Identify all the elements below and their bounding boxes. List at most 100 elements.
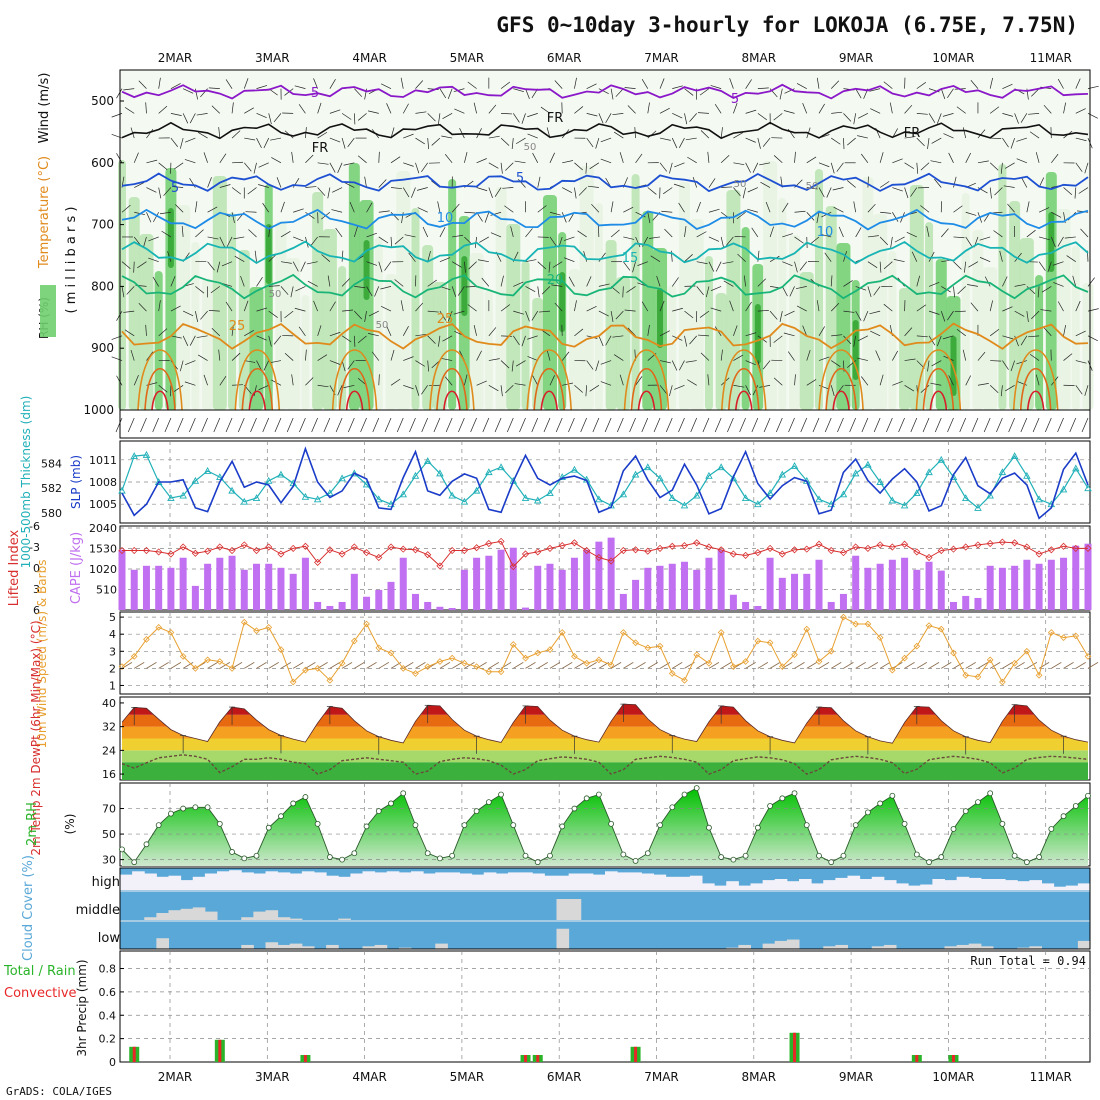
upper-wind-barb (832, 187, 844, 191)
upper-wind-barb (1016, 137, 1027, 142)
rh-point (730, 856, 737, 863)
wind10m-barb (146, 662, 157, 669)
upper-wind-barb (990, 360, 1002, 362)
wind10m-point (363, 620, 370, 628)
lifted-index-point (411, 546, 420, 554)
upper-wind-barb (327, 275, 331, 287)
upper-wind-barb (441, 135, 453, 139)
upper-wind-barb (623, 206, 634, 213)
wind10m-barb (879, 662, 891, 669)
cape-bar (632, 579, 640, 610)
upper-wind-barb (687, 379, 697, 386)
upper-wind-barb (488, 187, 493, 198)
cloud-high-clear (1065, 885, 1079, 890)
upper-wind-barb (427, 335, 436, 344)
upper-wind-barb (947, 310, 954, 321)
cloud-high-clear (204, 873, 218, 890)
pressure-tick-label: 600 (91, 156, 114, 170)
upper-wind-barb (126, 286, 135, 295)
isotherm-35-loop (735, 390, 753, 411)
cape-bar (729, 594, 737, 610)
upper-wind-barb (1029, 131, 1040, 139)
wind10m-barb (904, 662, 915, 669)
upper-wind-barb (481, 277, 490, 287)
upper-wind-barb (1026, 311, 1029, 323)
cape-bar (742, 601, 750, 610)
upper-wind-barb (290, 286, 294, 298)
upper-wind-barb (723, 280, 734, 287)
contour-label: 5 (171, 181, 179, 196)
rh-point (950, 826, 957, 832)
upper-wind-barb (421, 162, 428, 173)
thickness-point (436, 469, 444, 477)
upper-wind-barb (402, 326, 409, 337)
upper-wind-barb (1038, 236, 1050, 241)
upper-wind-barb (1002, 113, 1014, 117)
rh-point (1085, 792, 1091, 799)
upper-wind-barb (699, 310, 710, 318)
li-tick-label: 3 (33, 583, 40, 596)
upper-wind-barb (586, 305, 597, 312)
wind10m-barb (268, 662, 279, 669)
thickness-point (252, 494, 261, 501)
upper-wind-barb (587, 185, 599, 188)
upper-wind-barb (953, 286, 955, 298)
upper-wind-barb (1057, 236, 1064, 247)
upper-wind-barb (476, 380, 487, 386)
upper-wind-barb (488, 135, 500, 139)
x-tick-label-bottom: 4MAR (352, 1070, 387, 1084)
cape-bar (778, 577, 786, 610)
upper-wind-barb (468, 261, 477, 270)
cloud-low-bar (823, 946, 836, 949)
upper-wind-barb (833, 206, 844, 213)
cloud-middle-bar (156, 913, 169, 920)
upper-wind-barb (124, 329, 135, 337)
wind10m-point (1047, 629, 1055, 636)
upper-wind-barb (525, 286, 536, 293)
upper-wind-barb (773, 335, 783, 343)
upper-wind-barb (133, 375, 139, 386)
rh-plume (741, 227, 750, 410)
lifted-index-point (1035, 550, 1043, 558)
li-tick-label: 0 (33, 562, 40, 575)
cloud-high-clear (738, 885, 751, 890)
wind10m-point (546, 646, 554, 653)
cloud-low-bar (956, 944, 970, 949)
rh-plume (422, 245, 434, 410)
surface-barb (604, 417, 612, 433)
surface-barb (898, 417, 905, 433)
rh-point (180, 805, 187, 812)
upper-wind-barb (635, 153, 643, 164)
upper-wind-barb (415, 385, 420, 396)
cape-bar (1035, 563, 1043, 610)
rh-point (1060, 813, 1067, 820)
isotherm-35-loop (540, 390, 558, 411)
upper-wind-barb (453, 310, 465, 315)
upper-wind-barb (158, 300, 161, 312)
upper-wind-barb (816, 77, 820, 89)
upper-wind-barb (831, 334, 843, 337)
upper-wind-barb (989, 385, 999, 394)
wind10m-point (693, 651, 701, 659)
slp-tick-label: 1005 (89, 498, 117, 511)
wind10m-point (302, 666, 309, 674)
thickness-tick-label: 582 (41, 482, 62, 495)
lifted-index-point (815, 540, 823, 548)
upper-wind-barb (116, 153, 123, 163)
wind10m-point (228, 665, 236, 672)
upper-wind-barb (513, 113, 520, 123)
thickness-point (656, 474, 664, 482)
cloud-high-clear (338, 876, 351, 890)
thickness-point (1023, 471, 1031, 479)
upper-wind-barb (367, 110, 379, 114)
upper-wind-barb (656, 275, 661, 287)
upper-wind-barb (847, 180, 856, 188)
upper-wind-barb (1014, 310, 1025, 317)
upper-wind-barb (390, 236, 393, 248)
ylabel-slp: SLP (mb) (69, 455, 83, 509)
upper-wind-barb (384, 261, 392, 271)
surface-barb (433, 417, 441, 433)
rh-point (339, 856, 346, 863)
upper-wind-barb (1014, 283, 1026, 287)
wind10m-barb (586, 662, 597, 669)
